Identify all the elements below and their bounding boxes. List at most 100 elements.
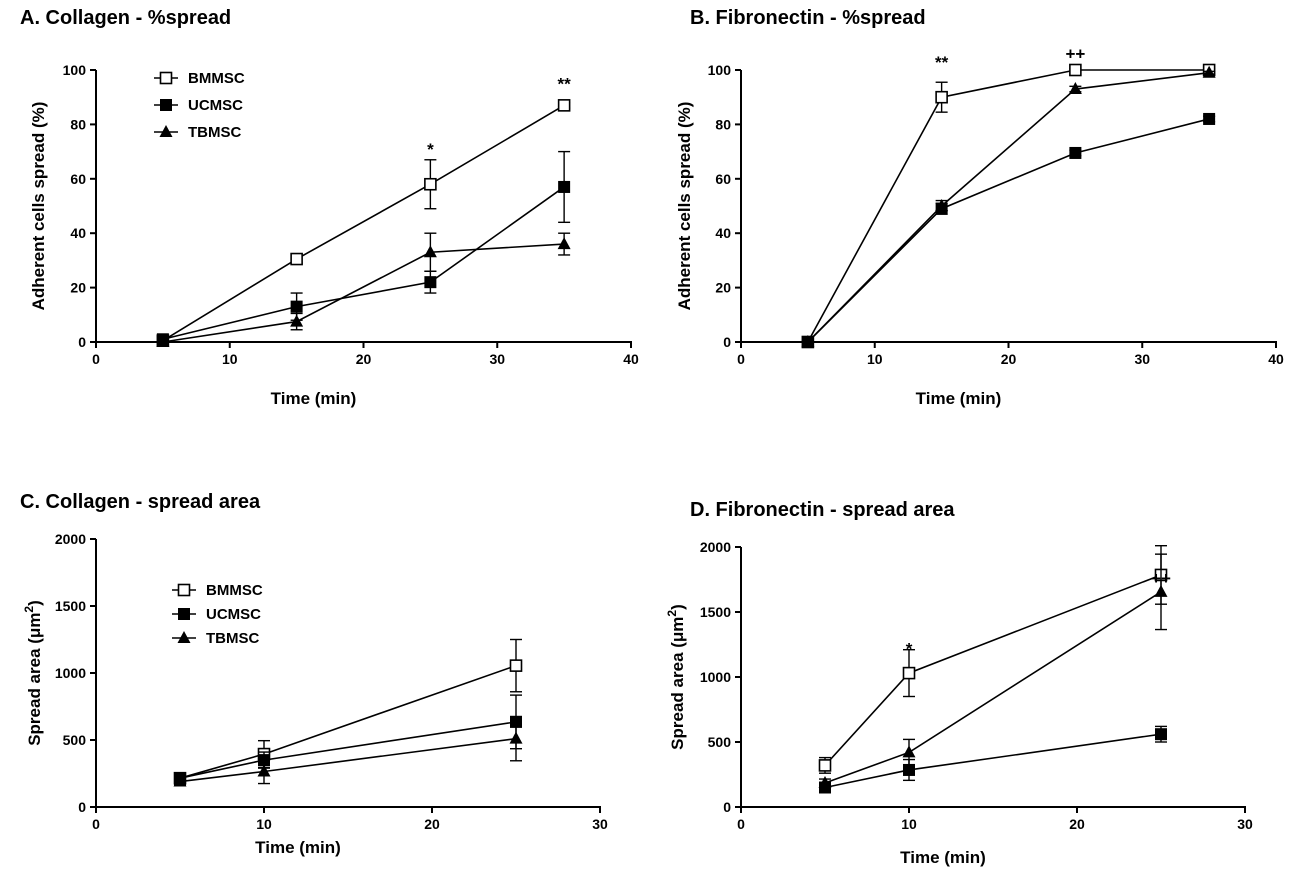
y-axis-label-superscript: 2	[665, 610, 679, 617]
series-ucmsc	[801, 112, 1216, 348]
series-line	[807, 69, 1210, 343]
y-axis-label: Spread area (μm2)	[665, 604, 687, 750]
significance-marker: **	[935, 53, 949, 72]
data-point	[1203, 112, 1216, 125]
series-line	[824, 733, 1162, 789]
data-point	[1069, 63, 1082, 77]
y-axis-label-main: Spread area (μm	[25, 613, 44, 746]
chart-title: D. Fibronectin - spread area	[690, 499, 955, 521]
y-tick-label: 80	[70, 116, 86, 132]
x-tick-label: 0	[92, 351, 100, 367]
data-point	[423, 245, 437, 258]
x-tick-label: 10	[867, 351, 883, 367]
data-point	[557, 237, 571, 250]
series-tbmsc	[156, 232, 571, 347]
x-tick-label: 30	[489, 351, 505, 367]
legend: BMMSC UCMSC TBMSC	[154, 70, 245, 141]
x-tick-label: 10	[222, 351, 238, 367]
chart-panel-1: A. Collagen - %spread 0 10 20 30 40 0 20 40 60 80 1…	[20, 7, 639, 408]
x-axis-label: Time (min)	[916, 389, 1002, 408]
x-tick-label: 10	[901, 816, 917, 832]
data-point	[1154, 584, 1168, 597]
data-point	[1155, 728, 1167, 741]
series-ucmsc	[819, 725, 1167, 794]
data-point	[424, 177, 437, 191]
data-point	[1202, 65, 1216, 78]
y-tick-label: 0	[78, 799, 86, 815]
legend-marker	[178, 608, 190, 620]
data-point	[558, 180, 571, 193]
series-line	[179, 737, 517, 783]
y-tick-label: 0	[723, 334, 731, 350]
y-axis-label: Spread area (μm2)	[22, 600, 44, 746]
series-bmmsc	[801, 63, 1216, 349]
data-point	[902, 666, 916, 680]
series-line	[807, 71, 1210, 343]
x-tick-label: 20	[424, 816, 440, 832]
x-tick-label: 30	[592, 816, 608, 832]
x-tick-label: 30	[1134, 351, 1150, 367]
data-point	[818, 775, 832, 788]
chart-title: C. Collagen - spread area	[20, 491, 261, 513]
y-tick-label: 100	[63, 62, 87, 78]
y-axis-label-superscript: 2	[22, 606, 36, 613]
y-axis-label-end: )	[25, 600, 44, 606]
chart-panel-2: B. Fibronectin - %spread 0 10 20 30 40 0 20 40 60…	[675, 7, 1284, 408]
legend-marker	[159, 71, 173, 85]
legend-label: BMMSC	[206, 582, 263, 599]
x-tick-label: 0	[737, 816, 745, 832]
significance-marker: ++	[1065, 45, 1085, 64]
legend-marker	[159, 125, 173, 137]
y-tick-label: 0	[78, 334, 86, 350]
significance-marker: ++	[1151, 569, 1171, 588]
x-tick-label: 0	[737, 351, 745, 367]
x-axis-label: Time (min)	[255, 838, 341, 857]
y-tick-label: 40	[715, 225, 731, 241]
x-tick-label: 10	[256, 816, 272, 832]
legend-label: TBMSC	[206, 630, 259, 647]
series-line	[824, 574, 1162, 766]
y-tick-label: 20	[70, 280, 86, 296]
y-tick-label: 2000	[55, 531, 86, 547]
y-tick-label: 40	[70, 225, 86, 241]
series-tbmsc	[173, 715, 523, 787]
y-tick-label: 1000	[55, 665, 86, 681]
series-tbmsc	[818, 553, 1168, 788]
legend-marker	[177, 583, 191, 597]
series-ucmsc	[174, 694, 522, 785]
data-point	[509, 731, 523, 744]
legend: BMMSC UCMSC TBMSC	[172, 582, 263, 647]
series-bmmsc	[818, 545, 1168, 774]
y-tick-label: 0	[723, 799, 731, 815]
data-point	[1068, 82, 1082, 95]
x-tick-label: 20	[356, 351, 372, 367]
y-axis-label: Adherent cells spread (%)	[29, 102, 48, 311]
y-tick-label: 500	[708, 734, 732, 750]
legend-label: UCMSC	[206, 606, 261, 623]
y-tick-label: 2000	[700, 539, 731, 555]
y-axis-label: Adherent cells spread (%)	[675, 102, 694, 311]
data-point	[935, 199, 949, 211]
data-point	[557, 99, 571, 112]
y-tick-label: 1000	[700, 669, 731, 685]
data-point	[935, 90, 948, 104]
series-line	[807, 118, 1210, 343]
data-point	[818, 759, 832, 772]
series-line	[179, 721, 517, 779]
series-line	[162, 186, 565, 341]
y-tick-label: 60	[715, 171, 731, 187]
data-point	[290, 252, 303, 266]
y-tick-label: 500	[63, 732, 87, 748]
x-tick-label: 20	[1001, 351, 1017, 367]
series-line	[162, 243, 565, 343]
data-point	[257, 764, 271, 777]
y-axis-label-main: Spread area (μm	[668, 617, 687, 750]
y-tick-label: 1500	[55, 598, 86, 614]
data-point	[902, 745, 916, 758]
x-tick-label: 40	[1268, 351, 1284, 367]
chart-title: A. Collagen - %spread	[20, 7, 231, 29]
data-point	[1069, 146, 1082, 159]
chart-panel-4: D. Fibronectin - spread area 0 10 20 30 0 500 1…	[665, 499, 1253, 867]
legend-label: BMMSC	[188, 70, 245, 87]
